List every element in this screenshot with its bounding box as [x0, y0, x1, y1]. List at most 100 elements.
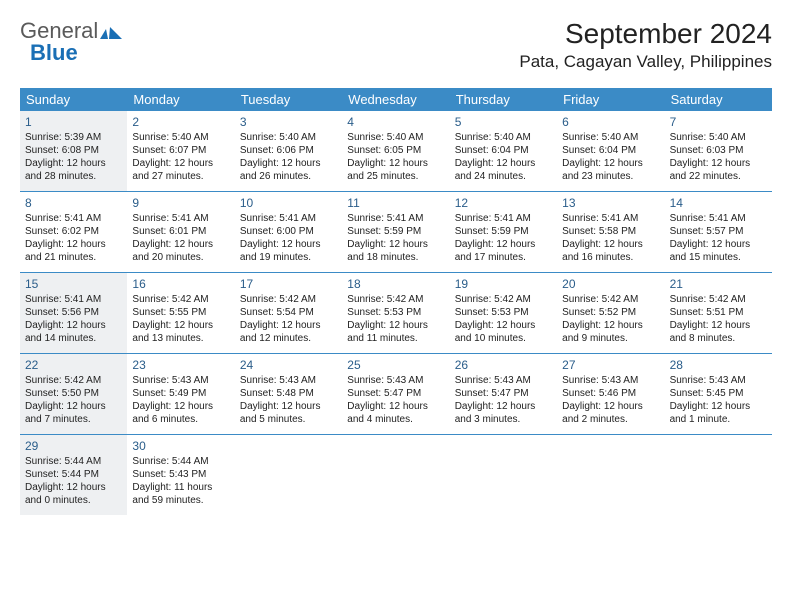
calendar-cell: 16Sunrise: 5:42 AMSunset: 5:55 PMDayligh…	[127, 273, 234, 353]
page-header: General September 2024 Pata, Cagayan Val…	[0, 0, 792, 78]
daylight-line: Daylight: 12 hours and 8 minutes.	[670, 319, 767, 345]
weekday-sun: Sunday	[20, 88, 127, 111]
day-number: 24	[240, 358, 337, 372]
sunrise-line: Sunrise: 5:42 AM	[670, 293, 767, 306]
sunrise-line: Sunrise: 5:44 AM	[132, 455, 229, 468]
calendar-grid: 1 Sunrise: 5:39 AMSunset: 6:08 PMDaylight…	[20, 111, 772, 515]
day-info: Sunrise: 5:39 AMSunset: 6:08 PMDaylight:…	[25, 131, 122, 183]
sunset-line: Sunset: 5:57 PM	[670, 225, 767, 238]
sunset-line: Sunset: 6:01 PM	[132, 225, 229, 238]
weekday-header: Sunday Monday Tuesday Wednesday Thursday…	[20, 88, 772, 111]
day-number: 14	[670, 196, 767, 210]
calendar-cell: 13Sunrise: 5:41 AMSunset: 5:58 PMDayligh…	[557, 192, 664, 272]
calendar-cell: 15 Sunrise: 5:41 AMSunset: 5:56 PMDayligh…	[20, 273, 127, 353]
daylight-line: Daylight: 12 hours and 26 minutes.	[240, 157, 337, 183]
calendar-cell: 9Sunrise: 5:41 AMSunset: 6:01 PMDaylight…	[127, 192, 234, 272]
sunset-line: Sunset: 5:52 PM	[562, 306, 659, 319]
calendar-cell: 4 Sunrise: 5:40 AMSunset: 6:05 PMDaylight…	[342, 111, 449, 191]
daylight-line: Daylight: 12 hours and 20 minutes.	[132, 238, 229, 264]
day-info: Sunrise: 5:41 AMSunset: 6:00 PMDaylight:…	[240, 212, 337, 264]
location-text: Pata, Cagayan Valley, Philippines	[519, 52, 772, 72]
calendar-cell: 18Sunrise: 5:42 AMSunset: 5:53 PMDayligh…	[342, 273, 449, 353]
daylight-line: Daylight: 12 hours and 28 minutes.	[25, 157, 122, 183]
daylight-line: Daylight: 12 hours and 19 minutes.	[240, 238, 337, 264]
calendar-cell: 6Sunrise: 5:40 AMSunset: 6:04 PMDaylight…	[557, 111, 664, 191]
sunrise-line: Sunrise: 5:40 AM	[240, 131, 337, 144]
calendar-cell: 8 Sunrise: 5:41 AMSunset: 6:02 PMDaylight…	[20, 192, 127, 272]
day-info: Sunrise: 5:43 AMSunset: 5:49 PMDaylight:…	[132, 374, 229, 426]
sunrise-line: Sunrise: 5:43 AM	[240, 374, 337, 387]
sunrise-line: Sunrise: 5:41 AM	[562, 212, 659, 225]
calendar-week: 1 Sunrise: 5:39 AMSunset: 6:08 PMDaylight…	[20, 111, 772, 192]
sunset-line: Sunset: 6:06 PM	[240, 144, 337, 157]
day-info: Sunrise: 5:42 AMSunset: 5:51 PMDaylight:…	[670, 293, 767, 345]
day-info: Sunrise: 5:43 AMSunset: 5:47 PMDaylight:…	[455, 374, 552, 426]
day-info: Sunrise: 5:41 AMSunset: 5:56 PMDaylight:…	[25, 293, 122, 345]
day-info: Sunrise: 5:42 AMSunset: 5:53 PMDaylight:…	[347, 293, 444, 345]
daylight-line: Daylight: 12 hours and 12 minutes.	[240, 319, 337, 345]
calendar-cell: 19 Sunrise: 5:42 AMSunset: 5:53 PMDayligh…	[450, 273, 557, 353]
weekday-wed: Wednesday	[342, 88, 449, 111]
day-number: 4	[347, 115, 444, 129]
day-number: 26	[455, 358, 552, 372]
daylight-line: Daylight: 12 hours and 17 minutes.	[455, 238, 552, 264]
daylight-line: Daylight: 12 hours and 5 minutes.	[240, 400, 337, 426]
day-info: Sunrise: 5:40 AMSunset: 6:03 PMDaylight:…	[670, 131, 767, 183]
weekday-fri: Friday	[557, 88, 664, 111]
sunrise-line: Sunrise: 5:42 AM	[455, 293, 552, 306]
daylight-line: Daylight: 12 hours and 7 minutes.	[25, 400, 122, 426]
day-info: Sunrise: 5:42 AMSunset: 5:54 PMDaylight:…	[240, 293, 337, 345]
sunrise-line: Sunrise: 5:41 AM	[25, 212, 122, 225]
daylight-line: Daylight: 12 hours and 9 minutes.	[562, 319, 659, 345]
day-info: Sunrise: 5:43 AMSunset: 5:45 PMDaylight:…	[670, 374, 767, 426]
sunset-line: Sunset: 5:51 PM	[670, 306, 767, 319]
calendar-week: 8 Sunrise: 5:41 AMSunset: 6:02 PMDaylight…	[20, 192, 772, 273]
daylight-line: Daylight: 12 hours and 21 minutes.	[25, 238, 122, 264]
calendar-cell: 11Sunrise: 5:41 AMSunset: 5:59 PMDayligh…	[342, 192, 449, 272]
day-number: 28	[670, 358, 767, 372]
day-number: 22	[25, 358, 122, 372]
day-info: Sunrise: 5:40 AMSunset: 6:05 PMDaylight:…	[347, 131, 444, 183]
sunrise-line: Sunrise: 5:40 AM	[347, 131, 444, 144]
daylight-line: Daylight: 12 hours and 2 minutes.	[562, 400, 659, 426]
day-number: 8	[25, 196, 122, 210]
logo-text-2: Blue	[30, 40, 78, 66]
day-info: Sunrise: 5:41 AMSunset: 6:02 PMDaylight:…	[25, 212, 122, 264]
sunrise-line: Sunrise: 5:41 AM	[670, 212, 767, 225]
calendar-cell	[235, 435, 342, 515]
day-info: Sunrise: 5:40 AMSunset: 6:04 PMDaylight:…	[455, 131, 552, 183]
calendar-week: 15Sunrise: 5:41 AMSunset: 5:56 PMDayligh…	[20, 273, 772, 354]
calendar-week: 29Sunrise: 5:44 AMSunset: 5:44 PMDayligh…	[20, 435, 772, 515]
sunrise-line: Sunrise: 5:43 AM	[132, 374, 229, 387]
calendar: Sunday Monday Tuesday Wednesday Thursday…	[20, 88, 772, 515]
calendar-cell: 5Sunrise: 5:40 AMSunset: 6:04 PMDaylight…	[450, 111, 557, 191]
day-number: 3	[240, 115, 337, 129]
sunset-line: Sunset: 5:58 PM	[562, 225, 659, 238]
sunset-line: Sunset: 5:44 PM	[25, 468, 122, 481]
sunset-line: Sunset: 6:05 PM	[347, 144, 444, 157]
calendar-cell: 2Sunrise: 5:40 AMSunset: 6:07 PMDaylight…	[127, 111, 234, 191]
day-info: Sunrise: 5:41 AMSunset: 5:59 PMDaylight:…	[455, 212, 552, 264]
weekday-sat: Saturday	[665, 88, 772, 111]
day-number: 11	[347, 196, 444, 210]
sunset-line: Sunset: 5:56 PM	[25, 306, 122, 319]
calendar-cell: 7Sunrise: 5:40 AMSunset: 6:03 PMDaylight…	[665, 111, 772, 191]
day-info: Sunrise: 5:44 AMSunset: 5:43 PMDaylight:…	[132, 455, 229, 507]
sunrise-line: Sunrise: 5:40 AM	[562, 131, 659, 144]
sunrise-line: Sunrise: 5:41 AM	[25, 293, 122, 306]
calendar-cell	[557, 435, 664, 515]
day-number: 19	[455, 277, 552, 291]
sunset-line: Sunset: 5:50 PM	[25, 387, 122, 400]
sunrise-line: Sunrise: 5:42 AM	[347, 293, 444, 306]
day-number: 30	[132, 439, 229, 453]
day-info: Sunrise: 5:42 AMSunset: 5:53 PMDaylight:…	[455, 293, 552, 345]
day-number: 25	[347, 358, 444, 372]
calendar-cell: 22Sunrise: 5:42 AMSunset: 5:50 PMDayligh…	[20, 354, 127, 434]
calendar-cell: 3 Sunrise: 5:40 AMSunset: 6:06 PMDaylight…	[235, 111, 342, 191]
day-number: 1	[25, 115, 122, 129]
calendar-cell	[665, 435, 772, 515]
calendar-cell: 21Sunrise: 5:42 AMSunset: 5:51 PMDayligh…	[665, 273, 772, 353]
sunrise-line: Sunrise: 5:42 AM	[240, 293, 337, 306]
day-number: 12	[455, 196, 552, 210]
day-number: 15	[25, 277, 122, 291]
